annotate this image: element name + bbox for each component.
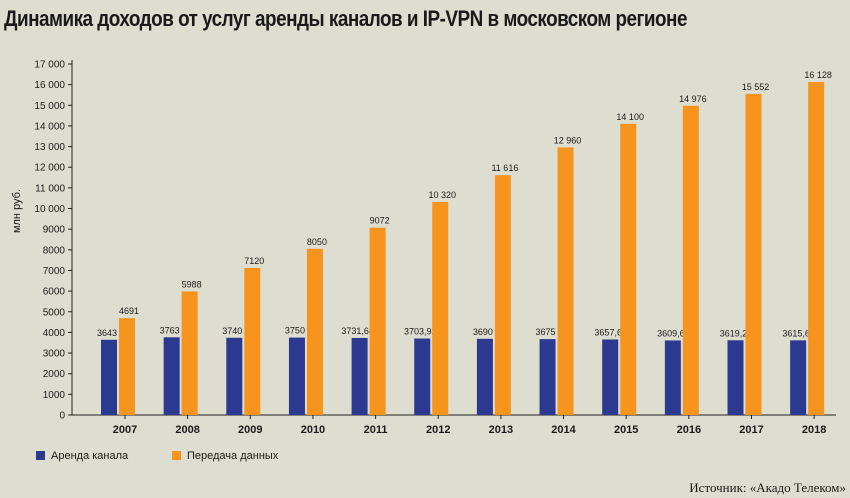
y-axis-title: млн руб. bbox=[11, 189, 23, 233]
y-tick-label: 11 000 bbox=[35, 183, 65, 194]
legend-swatch bbox=[172, 451, 181, 460]
data-label: 4691 bbox=[119, 306, 139, 316]
bar-peredacha bbox=[808, 82, 825, 415]
y-tick-label: 17 000 bbox=[34, 60, 65, 71]
x-tick-label: 2013 bbox=[489, 424, 513, 436]
chart-title: Динамика доходов от услуг аренды каналов… bbox=[4, 6, 687, 31]
source-note: Источник: «Акадо Телеком» bbox=[689, 480, 846, 495]
bar-peredacha bbox=[244, 267, 261, 415]
bar-arenda bbox=[163, 337, 180, 415]
data-label: 3731,64 bbox=[341, 326, 374, 336]
data-label: 3615,6 bbox=[782, 328, 810, 338]
y-tick-label: 12 000 bbox=[34, 163, 65, 174]
x-tick-label: 2010 bbox=[301, 424, 325, 436]
data-label: 3675 bbox=[536, 327, 556, 337]
data-label: 3619,2 bbox=[720, 328, 748, 338]
data-label: 11 616 bbox=[491, 163, 518, 173]
data-label: 3750 bbox=[285, 326, 305, 336]
legend-label: Аренда канала bbox=[51, 450, 129, 462]
bar-arenda bbox=[288, 337, 305, 415]
bar-peredacha bbox=[682, 105, 699, 416]
data-label: 5988 bbox=[182, 279, 202, 289]
x-tick-label: 2007 bbox=[113, 424, 137, 436]
bar-arenda bbox=[539, 339, 556, 415]
x-tick-label: 2012 bbox=[426, 424, 450, 436]
y-tick-label: 5000 bbox=[43, 307, 66, 318]
bar-peredacha bbox=[557, 147, 574, 415]
data-label: 7120 bbox=[244, 256, 264, 266]
bar-peredacha bbox=[306, 248, 323, 415]
data-label: 14 100 bbox=[616, 112, 644, 122]
x-tick-label: 2008 bbox=[175, 424, 199, 436]
bar-arenda bbox=[790, 340, 807, 415]
bar-arenda bbox=[664, 340, 681, 415]
y-tick-label: 16 000 bbox=[34, 80, 65, 91]
y-tick-label: 14 000 bbox=[34, 121, 65, 132]
y-tick-label: 0 bbox=[59, 411, 65, 422]
data-label: 3703,92 bbox=[404, 327, 437, 337]
bar-peredacha bbox=[369, 227, 386, 415]
y-tick-label: 3000 bbox=[43, 349, 66, 360]
data-label: 9072 bbox=[370, 216, 390, 226]
bar-arenda bbox=[351, 337, 368, 415]
y-tick-label: 10 000 bbox=[34, 204, 65, 215]
bar-peredacha bbox=[620, 123, 637, 416]
data-label: 15 552 bbox=[742, 82, 770, 92]
x-tick-label: 2011 bbox=[364, 424, 388, 436]
y-tick-label: 4000 bbox=[43, 328, 66, 339]
bar-peredacha bbox=[119, 318, 135, 415]
bar-arenda bbox=[101, 339, 117, 415]
legend-swatch bbox=[36, 451, 45, 460]
data-label: 10 320 bbox=[428, 190, 456, 200]
data-label: 3740 bbox=[222, 326, 242, 336]
bar-peredacha bbox=[494, 175, 511, 415]
y-tick-label: 6000 bbox=[43, 287, 66, 298]
data-label: 3643 bbox=[97, 328, 117, 338]
bar-arenda bbox=[602, 339, 619, 415]
data-label: 3763 bbox=[160, 325, 180, 335]
bar-peredacha bbox=[745, 93, 762, 415]
x-tick-label: 2016 bbox=[677, 424, 701, 436]
y-tick-label: 9000 bbox=[43, 225, 66, 236]
y-tick-label: 8000 bbox=[43, 245, 66, 256]
data-label: 3657,6 bbox=[594, 327, 622, 337]
y-tick-label: 1000 bbox=[43, 390, 66, 401]
bar-arenda bbox=[476, 338, 493, 415]
data-label: 14 976 bbox=[679, 94, 707, 104]
bar-arenda bbox=[727, 340, 744, 415]
bar-arenda bbox=[226, 337, 243, 415]
y-tick-label: 2000 bbox=[43, 369, 66, 380]
y-tick-label: 7000 bbox=[43, 266, 66, 277]
x-tick-label: 2015 bbox=[614, 424, 638, 436]
x-tick-label: 2009 bbox=[238, 424, 262, 436]
data-label: 3690 bbox=[473, 327, 493, 337]
data-label: 12 960 bbox=[554, 135, 582, 145]
bar-peredacha bbox=[181, 291, 198, 415]
data-label: 3609,6 bbox=[657, 328, 685, 338]
x-tick-label: 2018 bbox=[802, 424, 826, 436]
y-tick-label: 15 000 bbox=[34, 101, 65, 112]
bar-arenda bbox=[414, 338, 431, 415]
y-tick-label: 13 000 bbox=[34, 142, 65, 153]
x-tick-label: 2014 bbox=[551, 424, 576, 436]
data-label: 8050 bbox=[307, 237, 327, 247]
data-label: 16 128 bbox=[804, 70, 832, 80]
x-tick-label: 2017 bbox=[739, 424, 763, 436]
legend-label: Передача данных bbox=[187, 450, 279, 462]
bar-peredacha bbox=[432, 201, 449, 415]
